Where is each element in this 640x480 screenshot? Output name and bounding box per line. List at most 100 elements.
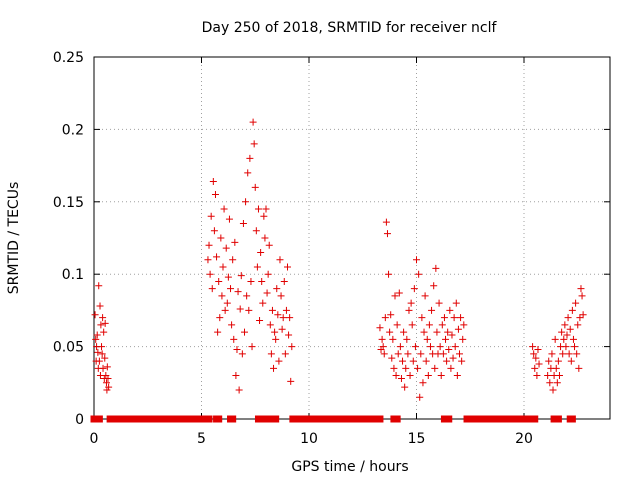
data-point [409,357,417,365]
data-point [217,234,225,242]
data-point [205,241,213,249]
data-point [394,350,402,358]
data-point [243,292,251,300]
data-point [273,285,281,293]
data-point [531,364,539,372]
data-point [546,379,554,387]
zero-point-run [106,415,213,423]
data-point [459,335,467,343]
data-point [436,343,444,351]
data-point [214,328,222,336]
data-point [213,253,221,261]
data-point [402,364,410,372]
y-tick-label: 0.05 [53,340,84,356]
data-point [267,350,275,358]
data-point [382,218,390,226]
data-point [95,357,103,365]
data-point [242,198,250,206]
data-point [534,345,542,353]
data-point [253,263,261,271]
x-tick-label: 0 [90,431,99,447]
x-tick-label: 20 [515,431,533,447]
data-point [95,282,103,290]
data-point [287,377,295,385]
data-point [281,350,289,358]
data-point [234,288,242,296]
data-point [381,314,389,322]
zero-point-run [440,415,453,423]
y-tick-label: 0.1 [62,267,84,283]
data-point [417,350,425,358]
data-point [529,343,537,351]
data-point [216,314,224,322]
data-point [99,364,107,372]
zero-point-run [517,415,539,423]
zero-point-run [213,415,223,423]
data-point [554,357,562,365]
data-point [544,372,552,380]
data-point [237,272,245,280]
chart-title: Day 250 of 2018, SRMTID for receiver ncl… [202,20,498,36]
data-point [579,311,587,319]
data-point [277,292,285,300]
data-point [576,314,584,322]
data-point [235,386,243,394]
data-point [548,350,556,358]
data-point [270,364,278,372]
data-point [447,364,455,372]
data-point [236,305,244,313]
data-point [397,374,405,382]
data-point [275,357,283,365]
data-point [284,263,291,271]
data-point [252,227,260,235]
zero-point-run [227,415,237,423]
data-point [276,256,284,264]
data-point [562,343,570,351]
data-point [211,191,219,199]
data-point [450,314,458,322]
zero-point-run [550,415,562,423]
data-point [420,328,428,336]
x-tick-label: 10 [300,431,318,447]
data-point [575,364,583,372]
data-point [428,306,436,314]
data-point [433,328,441,336]
data-point [209,178,217,186]
data-point [573,350,581,358]
data-point [221,306,229,314]
data-point [545,357,553,365]
data-point [215,277,223,285]
data-point [408,321,416,329]
y-tick-labels: 0 0.05 0.1 0.15 0.2 0.25 [53,50,84,428]
data-point [379,343,387,351]
data-point [446,306,454,314]
zero-point-run [254,415,266,423]
data-point [93,331,101,339]
data-point [105,383,113,391]
data-point [223,299,231,307]
data-point [286,314,294,322]
zero-point-run [264,415,280,423]
data-point [103,363,111,371]
data-point [399,357,407,365]
data-point [228,321,236,329]
zero-point-run [289,415,384,423]
data-point [272,335,280,343]
data-point [419,379,427,387]
data-point [444,328,452,336]
data-point [451,343,459,351]
data-point [96,302,104,310]
data-point [279,314,287,322]
data-point [423,335,431,343]
data-point [256,317,264,325]
data-point [555,372,563,380]
data-point [249,118,257,126]
data-point [549,386,557,394]
data-point [425,321,433,329]
x-tick-label: 5 [197,431,206,447]
data-point [400,328,408,336]
data-point [414,364,422,372]
data-point [250,140,258,148]
data-point [422,357,430,365]
data-point [282,306,290,314]
